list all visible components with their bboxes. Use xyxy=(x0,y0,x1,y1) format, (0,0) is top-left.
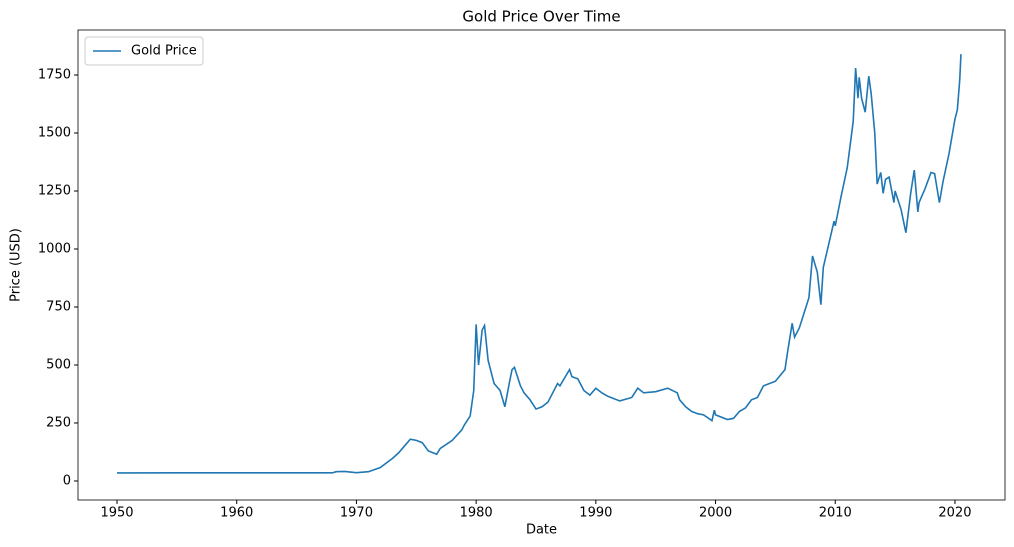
x-tick-label: 1950 xyxy=(100,506,133,521)
y-tick-label: 0 xyxy=(63,473,71,488)
y-tick-label: 750 xyxy=(46,299,71,314)
chart-title: Gold Price Over Time xyxy=(462,8,620,26)
legend-label: Gold Price xyxy=(131,44,197,59)
x-tick-label: 2010 xyxy=(819,506,852,521)
x-tick-label: 1970 xyxy=(340,506,373,521)
y-axis-label: Price (USD) xyxy=(9,228,24,302)
y-tick-label: 1000 xyxy=(38,241,71,256)
x-tick-label: 1990 xyxy=(579,506,612,521)
x-tick-label: 2020 xyxy=(938,506,971,521)
legend-box xyxy=(84,36,204,66)
plot-frame xyxy=(77,29,1006,501)
x-tick-label: 1980 xyxy=(460,506,493,521)
y-tick-label: 500 xyxy=(46,357,71,372)
x-tick-label: 1960 xyxy=(220,506,253,521)
x-axis-label: Date xyxy=(526,523,557,538)
y-tick-label: 1250 xyxy=(38,183,71,198)
line-series xyxy=(117,54,962,474)
y-tick-label: 1750 xyxy=(38,68,71,83)
y-tick-label: 250 xyxy=(46,415,71,430)
x-tick-label: 2000 xyxy=(699,506,732,521)
y-tick-label: 1500 xyxy=(38,126,71,141)
